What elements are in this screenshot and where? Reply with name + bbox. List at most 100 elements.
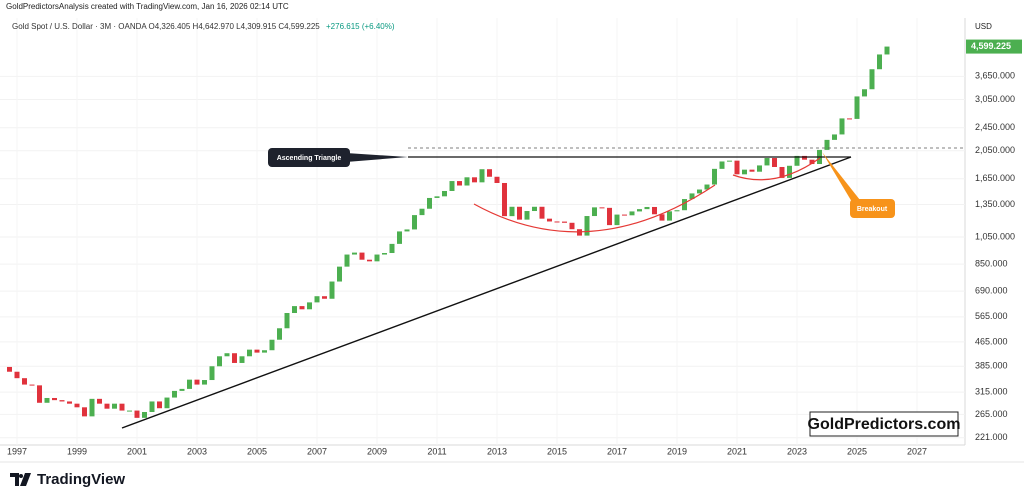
- candle-body: [524, 211, 530, 220]
- candle-body: [479, 169, 485, 183]
- candle-body: [434, 196, 440, 198]
- header-title: GoldPredictorsAnalysis created with Trad…: [6, 2, 289, 11]
- candle-body: [134, 410, 140, 418]
- candle-body: [839, 118, 845, 135]
- watermark: GoldPredictors.com: [808, 416, 961, 433]
- candle-body: [674, 210, 680, 212]
- candle-body: [539, 206, 545, 219]
- ohlc: O4,326.405 H4,642.970 L4,309.915 C4,599.…: [148, 22, 320, 31]
- brand-logo: [10, 472, 31, 486]
- candle-body: [794, 155, 800, 166]
- label-pointer: [346, 153, 408, 162]
- candle-body: [727, 160, 732, 162]
- candle-body: [217, 356, 222, 367]
- candle-body: [532, 206, 537, 212]
- x-tick-label: 2009: [367, 446, 387, 456]
- candle-body: [884, 46, 890, 55]
- candle-body: [787, 165, 792, 178]
- candle-body: [224, 353, 230, 357]
- candle-body: [449, 181, 455, 191]
- y-tick-label: 3,650.000: [975, 71, 1015, 81]
- candle-body: [52, 397, 57, 401]
- y-tick-label: 315.000: [975, 387, 1008, 397]
- candle-body: [104, 403, 110, 409]
- candle-body: [629, 211, 635, 216]
- candle-body: [337, 266, 342, 282]
- candle-body: [67, 401, 72, 404]
- candle-body: [584, 216, 590, 236]
- candle-body: [97, 398, 102, 404]
- y-tick-label: 690.000: [975, 285, 1008, 295]
- x-tick-label: 2005: [247, 446, 267, 456]
- symbol-legend: Gold Spot / U.S. Dollar · 3M · OANDA O4,…: [12, 22, 395, 31]
- candle-body: [314, 296, 320, 303]
- candle-body: [344, 254, 350, 267]
- candle-body: [277, 328, 282, 340]
- x-tick-label: 2003: [187, 446, 207, 456]
- candle-body: [179, 388, 185, 391]
- candle-body: [644, 206, 650, 210]
- breakout-pointer: [822, 152, 860, 202]
- x-tick-label: 2015: [547, 446, 567, 456]
- candle-body: [457, 181, 462, 186]
- candle-body: [494, 176, 500, 183]
- candle-body: [262, 350, 267, 353]
- candle-body: [89, 398, 95, 417]
- candle-body: [764, 158, 770, 166]
- candle-body: [502, 182, 507, 217]
- annotation-box: [268, 148, 350, 167]
- x-tick-label: 2027: [907, 446, 927, 456]
- candle-body: [854, 96, 860, 119]
- candle-body: [689, 193, 695, 200]
- y-tick-label: 385.000: [975, 361, 1008, 371]
- grid: [0, 18, 965, 445]
- candle-body: [374, 254, 380, 262]
- x-tick-label: 2025: [847, 446, 867, 456]
- candle-body: [637, 209, 642, 212]
- candle-body: [614, 214, 620, 226]
- candle-body: [697, 189, 702, 194]
- axes: 221.000 265.000 315.000 385.000 465.000 565.0…: [7, 39, 1022, 456]
- candle-body: [22, 378, 27, 385]
- candle-body: [352, 252, 357, 255]
- candle-body: [652, 206, 657, 215]
- candle-body: [734, 160, 740, 175]
- candle-body: [487, 169, 492, 177]
- annotation-box: [850, 199, 895, 218]
- candle-body: [292, 306, 297, 314]
- candle-body: [667, 211, 672, 221]
- candle-body: [547, 218, 552, 222]
- candle-body: [802, 155, 807, 160]
- candle-body: [209, 366, 215, 381]
- x-tick-label: 2001: [127, 446, 147, 456]
- x-tick-label: 1999: [67, 446, 87, 456]
- candle-body: [419, 208, 425, 216]
- candle-body: [877, 54, 882, 70]
- candle-body: [562, 221, 567, 223]
- watermark-box: [809, 411, 959, 437]
- candle-body: [284, 313, 290, 329]
- last-price-box: [966, 39, 1022, 54]
- candle-body: [82, 407, 87, 417]
- candle-body: [389, 243, 395, 254]
- y-tick-label: 565.000: [975, 311, 1008, 321]
- handle-arc: [732, 157, 821, 181]
- candle-body: [779, 166, 785, 178]
- candle-body: [112, 403, 117, 409]
- brand: TradingView: [37, 471, 126, 488]
- candle-body: [29, 384, 35, 386]
- candle-body: [299, 306, 305, 310]
- candle-body: [509, 206, 515, 217]
- candle-body: [757, 165, 762, 172]
- candle-body: [232, 353, 237, 363]
- candle-body: [307, 302, 312, 310]
- candle-body: [607, 207, 612, 226]
- candle-body: [269, 339, 275, 351]
- candle-body: [472, 177, 477, 183]
- candle-body: [464, 177, 470, 186]
- candle-body: [239, 356, 245, 363]
- x-tick-label: 2017: [607, 446, 627, 456]
- candle-body: [749, 169, 755, 172]
